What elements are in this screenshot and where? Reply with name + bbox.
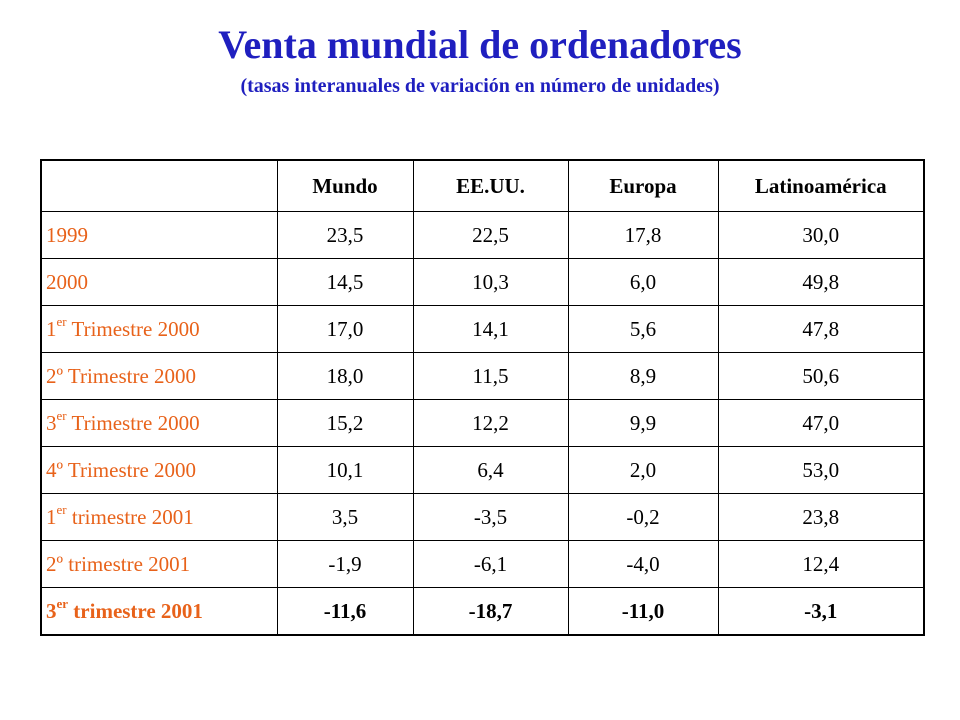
table-cell: 11,5 [412,352,569,400]
page-subtitle: (tasas interanuales de variación en núme… [240,75,720,97]
table-cell: 49,8 [717,258,925,306]
column-header: Latinoamérica [717,159,925,212]
table-cell: -3,1 [717,587,925,636]
table-cell: -18,7 [412,587,569,636]
row-label: 2000 [40,258,278,306]
table-cell: 10,3 [412,258,569,306]
table-cell: -1,9 [276,540,414,588]
row-label: 1er trimestre 2001 [40,493,278,541]
table-cell: 12,2 [412,399,569,447]
sales-table: Mundo EE.UU. Europa Latinoamérica 1999 23… [40,159,925,636]
row-label: 2º trimestre 2001 [40,540,278,588]
column-header [40,159,278,212]
column-header: EE.UU. [412,159,569,212]
row-label: 1er Trimestre 2000 [40,305,278,353]
table-cell: 3,5 [276,493,414,541]
table-cell: -0,2 [567,493,719,541]
table-row: 1er Trimestre 2000 17,0 14,1 5,6 47,8 [40,305,925,353]
table-cell: 12,4 [717,540,925,588]
table-cell: 6,4 [412,446,569,494]
table-cell: 47,8 [717,305,925,353]
row-label: 3er trimestre 2001 [40,587,278,636]
table-cell: 47,0 [717,399,925,447]
table-header-row: Mundo EE.UU. Europa Latinoamérica [40,159,925,212]
table-cell: -11,6 [276,587,414,636]
table-cell: 14,1 [412,305,569,353]
column-header: Mundo [276,159,414,212]
table-row: 2º trimestre 2001 -1,9 -6,1 -4,0 12,4 [40,540,925,588]
table-cell: 9,9 [567,399,719,447]
table-cell: 2,0 [567,446,719,494]
row-label: 1999 [40,211,278,259]
table-cell: 5,6 [567,305,719,353]
table-row: 3er trimestre 2001 -11,6 -18,7 -11,0 -3,1 [40,587,925,636]
table-row: 2000 14,5 10,3 6,0 49,8 [40,258,925,306]
table-row: 2º Trimestre 2000 18,0 11,5 8,9 50,6 [40,352,925,400]
table-row: 1999 23,5 22,5 17,8 30,0 [40,211,925,259]
row-label: 4º Trimestre 2000 [40,446,278,494]
page-title: Venta mundial de ordenadores [218,22,742,67]
table-row: 1er trimestre 2001 3,5 -3,5 -0,2 23,8 [40,493,925,541]
table-cell: -3,5 [412,493,569,541]
table-cell: 15,2 [276,399,414,447]
table-cell: -6,1 [412,540,569,588]
row-label: 2º Trimestre 2000 [40,352,278,400]
column-header: Europa [567,159,719,212]
table-row: 4º Trimestre 2000 10,1 6,4 2,0 53,0 [40,446,925,494]
table-row: 3er Trimestre 2000 15,2 12,2 9,9 47,0 [40,399,925,447]
table-cell: 10,1 [276,446,414,494]
table-cell: 30,0 [717,211,925,259]
table-cell: 23,8 [717,493,925,541]
table-cell: 23,5 [276,211,414,259]
table-cell: 8,9 [567,352,719,400]
table-cell: 53,0 [717,446,925,494]
table-cell: 17,0 [276,305,414,353]
table-cell: 50,6 [717,352,925,400]
table-cell: 17,8 [567,211,719,259]
table-cell: 14,5 [276,258,414,306]
row-label: 3er Trimestre 2000 [40,399,278,447]
table-cell: 6,0 [567,258,719,306]
table-cell: -4,0 [567,540,719,588]
table-cell: 18,0 [276,352,414,400]
table-cell: 22,5 [412,211,569,259]
table-cell: -11,0 [567,587,719,636]
